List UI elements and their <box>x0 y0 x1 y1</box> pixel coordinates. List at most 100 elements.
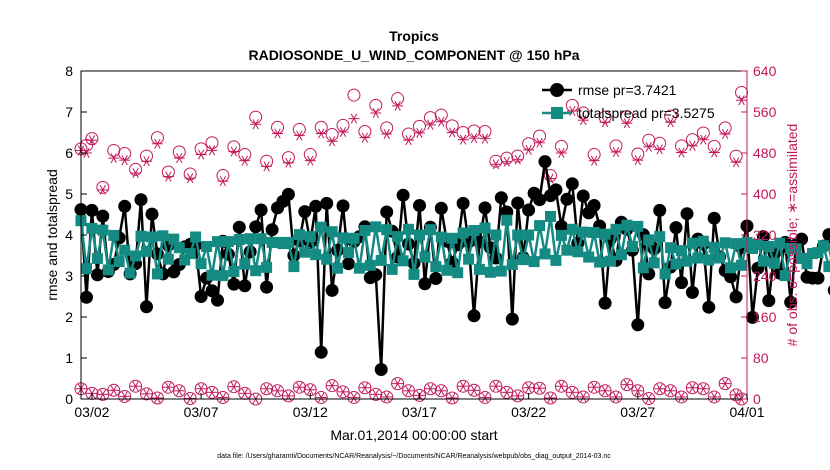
obs-assimilated-point <box>370 108 382 119</box>
asterisk-stroke <box>590 155 598 166</box>
asterisk-stroke <box>186 173 194 184</box>
totalspread-point <box>146 231 158 243</box>
legend-spread-label: totalspread pr=3.5275 <box>578 105 715 121</box>
obs-possible-point <box>576 390 590 404</box>
obs-possible-point <box>609 390 623 404</box>
obs-possible-point <box>735 86 749 100</box>
asterisk-stroke <box>274 385 281 396</box>
obs-assimilated-point <box>359 382 371 393</box>
obs-possible-point <box>620 378 634 392</box>
obs-assimilated-point <box>282 157 294 168</box>
obs-assimilated-point <box>173 153 185 164</box>
obs-assimilated-point <box>479 392 491 403</box>
obs-possible-point <box>205 385 219 399</box>
obs-assimilated-point <box>403 385 415 396</box>
obs-possible-point <box>674 390 688 404</box>
asterisk-stroke <box>623 379 631 390</box>
asterisk-stroke <box>154 138 161 149</box>
obs-assimilated-point <box>250 119 262 130</box>
obs-possible-point <box>79 138 93 152</box>
totalspread-point <box>594 256 606 268</box>
rmse-point <box>675 276 688 290</box>
obs-possible-point <box>543 169 557 183</box>
asterisk-stroke <box>492 381 500 392</box>
totalspread-point <box>479 222 491 234</box>
rmse-point <box>533 193 547 207</box>
totalspread-point <box>228 266 240 277</box>
totalspread-point <box>654 231 666 243</box>
totalspread-point <box>217 270 229 282</box>
obs-assimilated-point <box>381 129 393 140</box>
asterisk-stroke <box>590 382 598 393</box>
y2-tick-label: 160 <box>753 309 777 325</box>
asterisk-stroke <box>438 116 445 127</box>
obs-assimilated-point <box>239 155 251 166</box>
y-tick-label: 1 <box>65 350 73 366</box>
rmse-point <box>90 268 104 282</box>
rmse-point <box>260 280 274 294</box>
totalspread-point <box>424 224 436 236</box>
obs-possible-point <box>554 379 568 393</box>
rmse-point <box>342 257 355 271</box>
asterisk-stroke <box>219 392 227 403</box>
obs-assimilated-point <box>424 383 436 394</box>
obs-possible-point <box>434 384 448 398</box>
totalspread-point <box>659 268 671 280</box>
obs-assimilated-point <box>730 157 742 168</box>
obs-possible-point <box>543 391 557 405</box>
obs-assimilated-point <box>479 133 491 144</box>
totalspread-point <box>446 232 458 244</box>
asterisk-stroke <box>667 385 674 396</box>
obs-assimilated-point <box>632 155 644 166</box>
totalspread-point <box>545 211 556 222</box>
rmse-point <box>746 310 759 324</box>
rmse-point <box>522 203 536 217</box>
rmse-point <box>538 155 552 169</box>
totalspread-point <box>539 248 551 260</box>
totalspread-point <box>397 255 409 267</box>
totalspread-point <box>403 223 414 235</box>
obs-assimilated-point <box>381 391 393 402</box>
obs-assimilated-point <box>686 382 698 393</box>
asterisk-stroke <box>612 146 620 157</box>
totalspread-point <box>457 227 469 239</box>
obs-assimilated-point <box>446 392 458 403</box>
asterisk-stroke <box>558 381 565 392</box>
obs-possible-point <box>249 110 263 124</box>
obs-assimilated-point <box>643 141 655 152</box>
rmse-point <box>707 211 721 225</box>
totalspread-point <box>583 251 595 263</box>
obs-possible-point <box>216 390 230 404</box>
totalspread-point <box>736 259 747 271</box>
totalspread-point <box>665 242 677 254</box>
asterisk-stroke <box>721 129 729 140</box>
totalspread-point <box>419 251 431 263</box>
obs-assimilated-point <box>708 147 720 158</box>
asterisk-stroke <box>700 383 707 394</box>
asterisk-stroke <box>678 391 685 402</box>
totalspread-point <box>441 264 453 276</box>
y2-tick-label: 480 <box>753 145 777 161</box>
rmse-point <box>254 203 268 217</box>
obs-possible-point <box>391 377 405 391</box>
totalspread-point <box>206 269 218 281</box>
totalspread-point <box>97 224 109 236</box>
totalspread-point <box>725 262 737 274</box>
rmse-point <box>227 277 241 291</box>
obs-possible-point <box>325 379 339 393</box>
legend-rmse-label: rmse pr=3.7421 <box>578 82 677 98</box>
asterisk-stroke <box>449 392 456 403</box>
rmse-point <box>827 285 830 296</box>
obs-assimilated-point <box>315 392 327 403</box>
y2-tick-label: 240 <box>753 268 777 284</box>
obs-assimilated-point <box>654 383 666 394</box>
y-tick-label: 4 <box>65 227 73 243</box>
x-tick-label: 03/07 <box>184 404 219 420</box>
obs-assimilated-point <box>435 116 447 127</box>
asterisk-stroke <box>241 155 248 166</box>
asterisk-stroke <box>481 392 489 403</box>
totalspread-point <box>577 226 589 238</box>
rmse-point <box>140 300 153 314</box>
totalspread-point <box>157 230 169 242</box>
